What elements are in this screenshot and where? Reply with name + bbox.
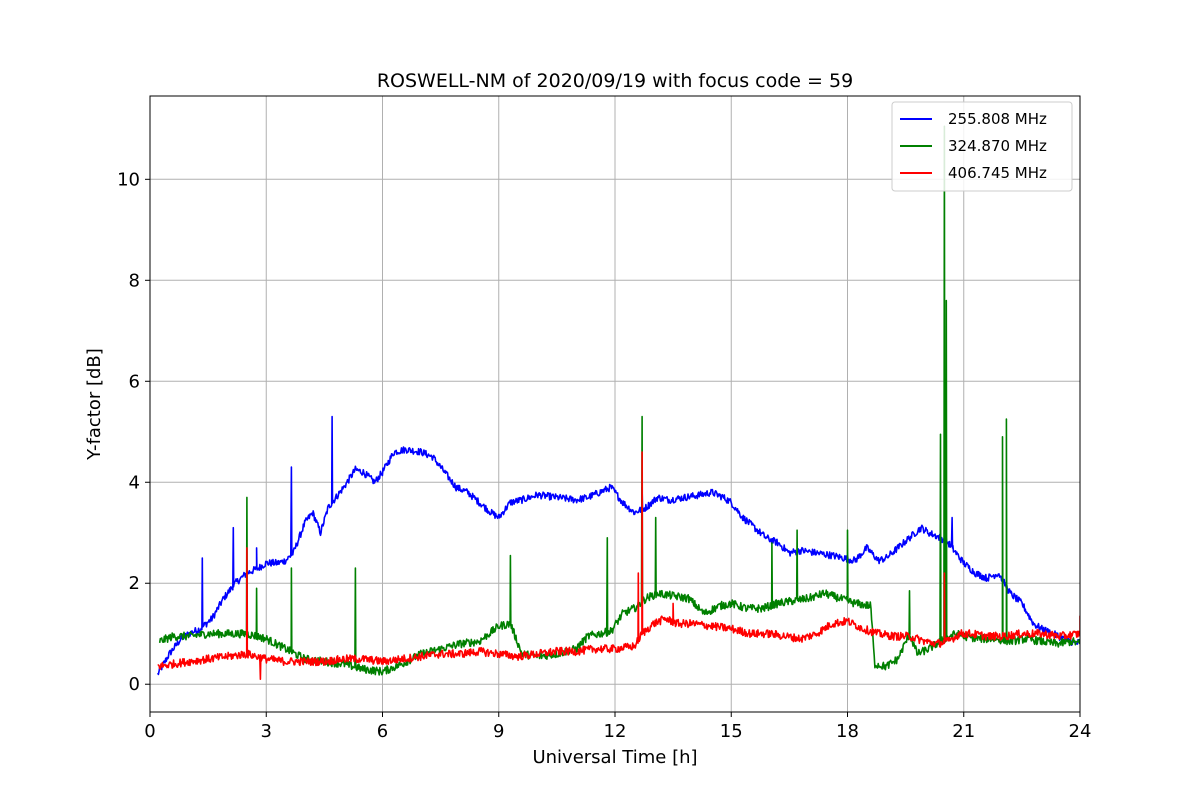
legend: 255.808 MHz 324.870 MHz 406.745 MHz — [891, 101, 1073, 192]
x-axis-label: Universal Time [h] — [532, 747, 697, 768]
x-tick-label: 12 — [604, 721, 627, 742]
chart-title: ROSWELL-NM of 2020/09/19 with focus code… — [377, 70, 853, 92]
x-tick-label: 3 — [261, 721, 272, 742]
y-axis: 0 2 4 6 8 10 — [117, 169, 150, 695]
x-tick-label: 6 — [377, 721, 388, 742]
x-tick-label: 18 — [836, 721, 859, 742]
y-tick-label: 2 — [129, 573, 140, 594]
x-axis: 0 3 6 9 12 15 18 21 24 — [144, 712, 1091, 742]
y-axis-label: Y-factor [dB] — [84, 348, 105, 461]
x-tick-label: 9 — [493, 721, 504, 742]
y-tick-label: 10 — [117, 169, 140, 190]
y-tick-label: 8 — [129, 270, 140, 291]
x-tick-label: 15 — [720, 721, 743, 742]
series-line-2 — [157, 451, 1080, 680]
legend-box — [891, 101, 1073, 192]
legend-label-0: 255.808 MHz — [948, 110, 1047, 128]
legend-label-2: 406.745 MHz — [948, 164, 1047, 182]
y-tick-label: 6 — [129, 371, 140, 392]
legend-label-1: 324.870 MHz — [948, 137, 1047, 155]
series-line-0 — [157, 415, 1080, 676]
x-tick-label: 21 — [952, 721, 975, 742]
y-tick-label: 4 — [129, 472, 140, 493]
y-tick-label: 0 — [129, 674, 140, 695]
x-tick-label: 0 — [144, 721, 155, 742]
x-tick-label: 24 — [1069, 721, 1092, 742]
series-layer — [157, 125, 1080, 680]
